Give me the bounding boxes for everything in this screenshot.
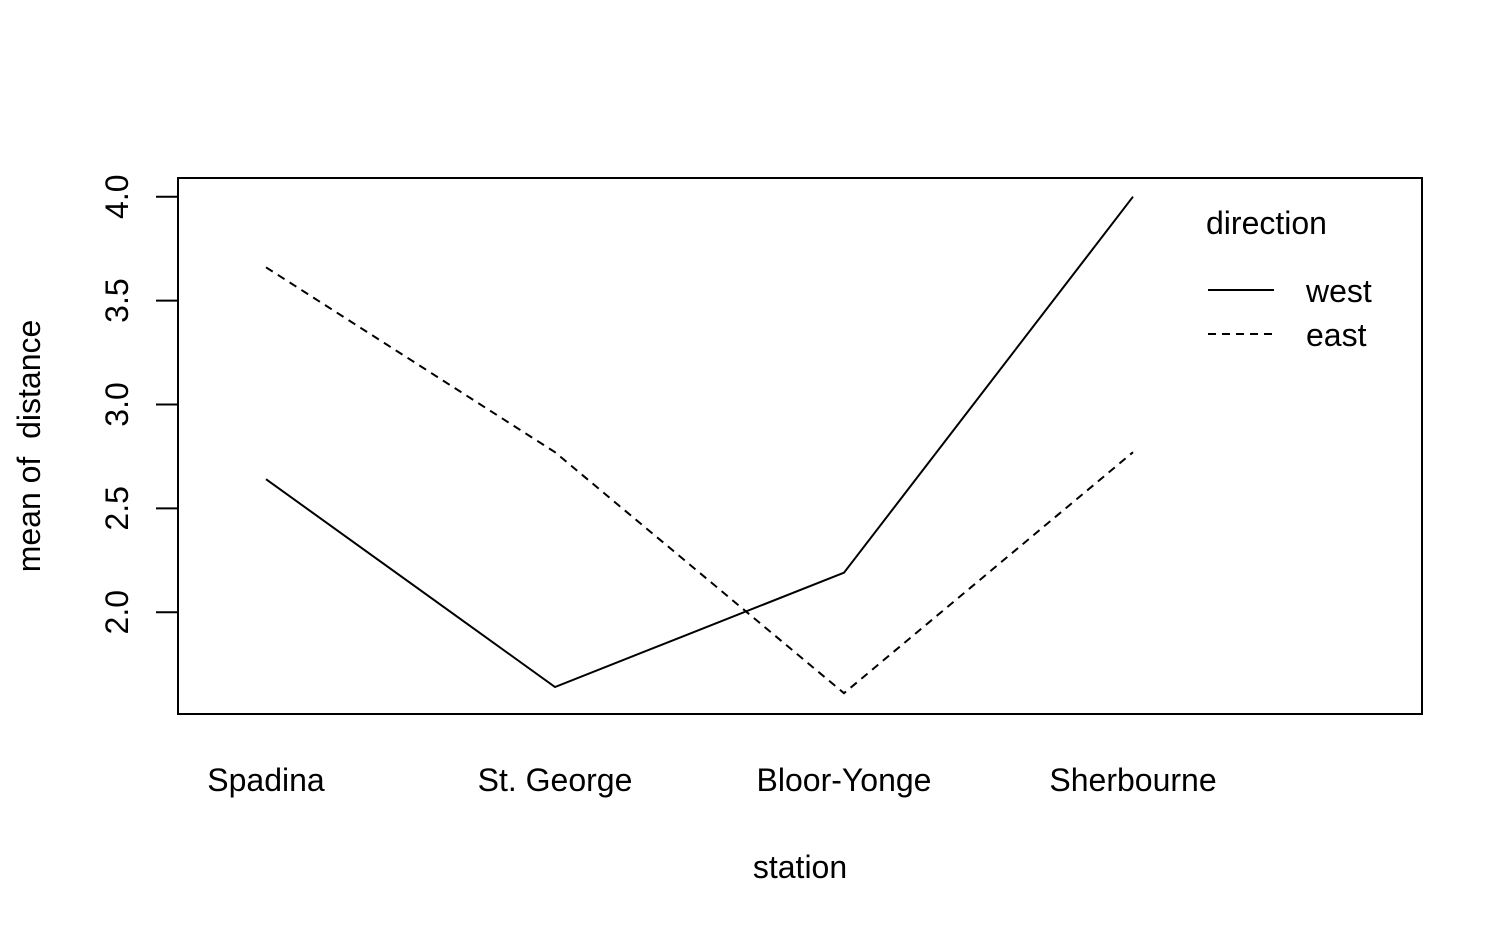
y-tick-label: 2.0 <box>99 590 135 634</box>
series-line-east <box>265 266 1134 695</box>
x-tick-labels: Spadina St. George Bloor-Yonge Sherbourne <box>207 762 1216 798</box>
y-ticks: 2.0 2.5 3.0 3.5 4.0 <box>99 174 178 634</box>
legend-label-west: west <box>1305 273 1372 309</box>
plot-frame <box>177 177 1423 715</box>
x-tick-label: St. George <box>478 762 633 798</box>
series-lines <box>265 196 1134 695</box>
legend-title: direction <box>1206 205 1327 241</box>
x-tick-label: Spadina <box>207 762 325 798</box>
y-tick-label: 3.5 <box>99 278 135 322</box>
x-axis-title: station <box>753 849 847 885</box>
x-tick-label: Bloor-Yonge <box>757 762 932 798</box>
x-tick-label: Sherbourne <box>1049 762 1216 798</box>
legend: direction west east <box>1206 205 1372 353</box>
series-line-west <box>265 196 1134 689</box>
legend-label-east: east <box>1306 317 1367 353</box>
y-tick-label: 3.0 <box>99 382 135 426</box>
y-axis-title: mean of distance <box>11 320 47 573</box>
y-tick-label: 4.0 <box>99 174 135 218</box>
y-tick-label: 2.5 <box>99 486 135 530</box>
